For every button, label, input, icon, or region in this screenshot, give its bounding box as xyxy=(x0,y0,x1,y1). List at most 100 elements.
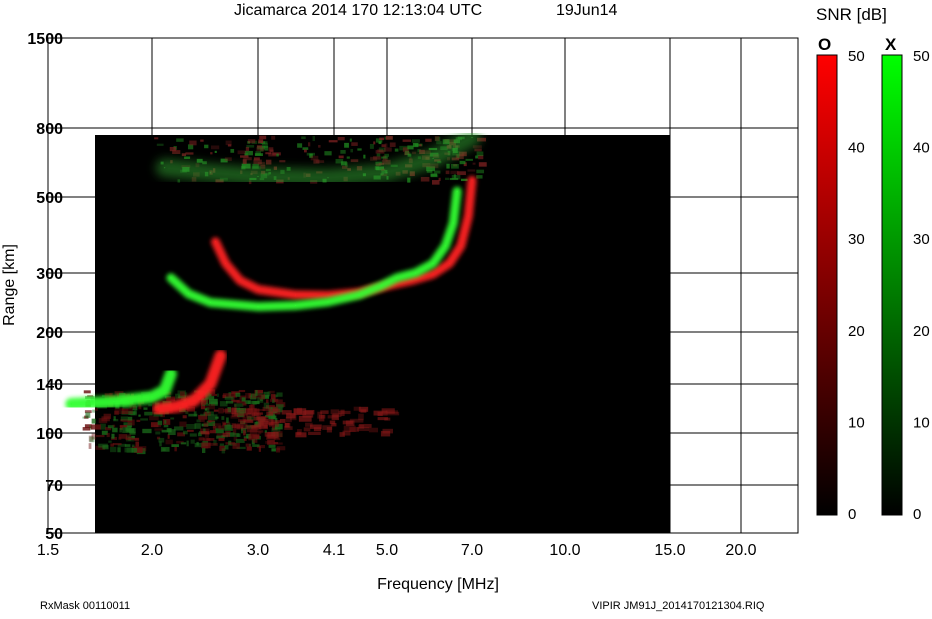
echo-speckle xyxy=(394,148,399,152)
echo-speckle xyxy=(254,408,260,415)
trace-point xyxy=(456,190,458,192)
trace-point xyxy=(460,245,462,247)
echo-speckle xyxy=(258,424,268,430)
echo-speckle xyxy=(138,414,141,417)
echo-speckle xyxy=(404,150,410,155)
echo-speckle xyxy=(377,411,383,417)
echo-speckle xyxy=(223,422,226,426)
echo-speckle xyxy=(435,136,441,142)
echo-speckle xyxy=(407,145,414,150)
echo-speckle xyxy=(434,170,441,174)
echo-speckle xyxy=(242,416,253,422)
echo-speckle xyxy=(213,439,217,446)
echo-speckle xyxy=(216,435,225,439)
trace-point xyxy=(396,277,398,279)
echo-speckle xyxy=(302,147,309,150)
echo-speckle xyxy=(90,424,101,430)
echo-speckle xyxy=(309,424,322,429)
trace-point xyxy=(467,215,469,217)
echo-speckle xyxy=(270,415,277,420)
echo-speckle xyxy=(411,139,420,143)
echo-speckle xyxy=(236,433,241,437)
trace-point xyxy=(164,389,166,391)
echo-speckle xyxy=(234,407,241,413)
echo-speckle xyxy=(184,156,191,159)
echo-speckle xyxy=(244,407,251,410)
echo-speckle xyxy=(131,444,135,448)
echo-speckle xyxy=(248,393,252,399)
echo-speckle xyxy=(453,174,456,179)
echo-speckle xyxy=(340,409,345,417)
echo-speckle xyxy=(451,163,459,169)
trace-point xyxy=(170,277,172,279)
echo-speckle xyxy=(245,393,251,399)
y-tick-label: 50 xyxy=(45,526,63,543)
echo-speckle xyxy=(200,139,204,142)
echo-speckle xyxy=(158,437,165,443)
echo-speckle xyxy=(206,438,215,441)
echo-speckle xyxy=(412,151,417,155)
echo-speckle xyxy=(120,419,123,422)
echo-speckle xyxy=(342,430,351,436)
echo-speckle xyxy=(304,149,307,153)
chart-title: Jicamarca 2014 170 12:13:04 UTC xyxy=(234,2,482,19)
echo-speckle xyxy=(335,158,344,164)
echo-speckle xyxy=(276,153,279,157)
trace-point xyxy=(444,245,446,247)
echo-speckle xyxy=(198,437,205,441)
echo-speckle xyxy=(197,432,202,437)
echo-speckle xyxy=(309,153,313,158)
echo-speckle xyxy=(164,420,167,424)
echo-speckle xyxy=(257,391,263,396)
echo-speckle xyxy=(187,406,196,412)
echo-speckle xyxy=(474,148,482,152)
echo-speckle xyxy=(456,154,460,158)
echo-speckle xyxy=(351,142,358,146)
echo-speckle xyxy=(255,390,258,396)
trace-point xyxy=(432,273,434,275)
echo-speckle xyxy=(252,163,259,169)
footer-filename: VIPIR JM91J_2014170121304.RIQ xyxy=(592,600,765,612)
x-tick-label: 20.0 xyxy=(725,542,756,559)
echo-speckle xyxy=(350,148,354,153)
echo-speckle xyxy=(258,416,268,422)
echo-speckle xyxy=(219,443,224,447)
echo-speckle xyxy=(112,427,118,433)
echo-speckle xyxy=(256,145,263,148)
echo-speckle xyxy=(124,447,133,453)
trace-point xyxy=(452,222,454,224)
echo-speckle xyxy=(218,437,225,442)
echo-speckle xyxy=(445,177,450,180)
echo-speckle xyxy=(353,406,361,411)
echo-speckle xyxy=(273,394,278,398)
echo-speckle xyxy=(467,169,476,172)
echo-speckle xyxy=(256,147,265,152)
colorbar-tick-label: 30 xyxy=(848,231,865,248)
echo-speckle xyxy=(343,425,356,432)
echo-speckle xyxy=(121,408,129,415)
echo-speckle xyxy=(254,389,264,394)
echo-speckle xyxy=(241,397,246,402)
echo-speckle xyxy=(126,428,135,433)
echo-speckle xyxy=(271,448,276,452)
echo-speckle xyxy=(453,164,458,167)
echo-speckle xyxy=(132,406,138,411)
echo-speckle xyxy=(181,153,187,157)
echo-speckle xyxy=(100,423,106,430)
echo-speckle xyxy=(135,441,140,447)
echo-speckle xyxy=(107,425,114,429)
echo-speckle xyxy=(250,407,257,413)
echo-speckle xyxy=(215,416,219,419)
echo-speckle xyxy=(420,176,430,182)
echo-speckle xyxy=(258,139,264,144)
echo-speckle xyxy=(198,414,208,420)
echo-speckle xyxy=(414,143,423,147)
echo-speckle xyxy=(246,144,255,148)
echo-speckle xyxy=(451,175,461,180)
echo-speckle xyxy=(264,430,267,433)
echo-speckle xyxy=(114,391,124,396)
echo-speckle xyxy=(154,137,159,140)
colorbar-tick-label: 40 xyxy=(913,140,930,157)
trace-point xyxy=(193,400,195,402)
echo-speckle xyxy=(112,443,122,446)
